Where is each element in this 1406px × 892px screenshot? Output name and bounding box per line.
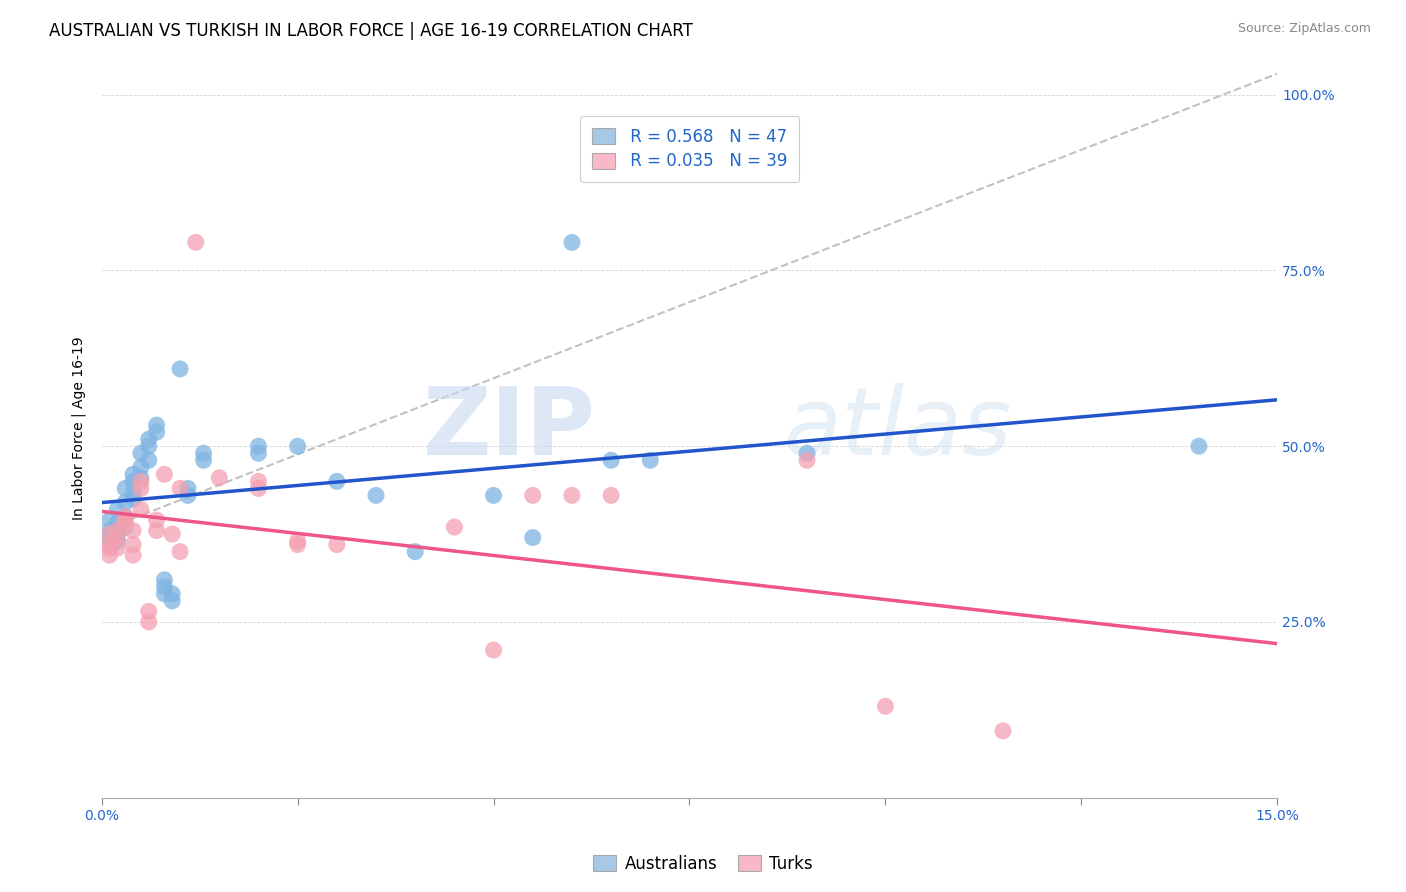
Point	[122, 491, 145, 506]
Point	[208, 471, 231, 485]
Point	[177, 488, 200, 502]
Point	[129, 471, 152, 485]
Text: AUSTRALIAN VS TURKISH IN LABOR FORCE | AGE 16-19 CORRELATION CHART: AUSTRALIAN VS TURKISH IN LABOR FORCE | A…	[49, 22, 693, 40]
Point	[145, 418, 167, 433]
Point	[129, 475, 152, 489]
Point	[105, 534, 128, 549]
Point	[522, 488, 544, 502]
Point	[247, 475, 270, 489]
Point	[404, 544, 426, 558]
Point	[122, 548, 145, 562]
Point	[1188, 439, 1211, 453]
Point	[443, 520, 465, 534]
Point	[153, 467, 176, 482]
Point	[105, 524, 128, 538]
Point	[875, 699, 897, 714]
Point	[169, 482, 191, 496]
Point	[129, 482, 152, 496]
Point	[162, 527, 184, 541]
Point	[153, 573, 176, 587]
Point	[600, 453, 623, 467]
Point	[561, 235, 583, 250]
Text: atlas: atlas	[783, 384, 1012, 475]
Text: ZIP: ZIP	[423, 383, 596, 475]
Point	[105, 541, 128, 556]
Point	[364, 488, 387, 502]
Point	[98, 548, 121, 562]
Point	[796, 453, 818, 467]
Point	[796, 446, 818, 460]
Point	[482, 643, 505, 657]
Point	[193, 446, 215, 460]
Point	[129, 460, 152, 475]
Point	[169, 544, 191, 558]
Point	[105, 502, 128, 516]
Point	[162, 594, 184, 608]
Point	[640, 453, 662, 467]
Point	[105, 527, 128, 541]
Point	[247, 439, 270, 453]
Point	[122, 475, 145, 489]
Point	[145, 425, 167, 439]
Point	[98, 538, 121, 552]
Point	[98, 527, 121, 541]
Point	[129, 502, 152, 516]
Point	[153, 580, 176, 594]
Point	[247, 446, 270, 460]
Point	[122, 524, 145, 538]
Point	[561, 488, 583, 502]
Point	[122, 467, 145, 482]
Point	[138, 604, 160, 618]
Point	[193, 453, 215, 467]
Point	[114, 509, 136, 524]
Point	[177, 482, 200, 496]
Point	[184, 235, 207, 250]
Point	[138, 615, 160, 629]
Legend:  R = 0.568   N = 47,  R = 0.035   N = 39: R = 0.568 N = 47, R = 0.035 N = 39	[581, 116, 800, 182]
Point	[98, 531, 121, 545]
Point	[287, 538, 309, 552]
Point	[114, 482, 136, 496]
Point	[326, 538, 349, 552]
Point	[991, 723, 1014, 738]
Point	[145, 524, 167, 538]
Point	[600, 488, 623, 502]
Point	[169, 362, 191, 376]
Point	[98, 541, 121, 556]
Point	[122, 484, 145, 499]
Point	[138, 439, 160, 453]
Point	[326, 475, 349, 489]
Point	[287, 439, 309, 453]
Point	[114, 520, 136, 534]
Point	[105, 531, 128, 545]
Point	[114, 513, 136, 527]
Legend: Australians, Turks: Australians, Turks	[586, 848, 820, 880]
Point	[145, 513, 167, 527]
Point	[138, 432, 160, 446]
Point	[122, 538, 145, 552]
Point	[98, 513, 121, 527]
Text: Source: ZipAtlas.com: Source: ZipAtlas.com	[1237, 22, 1371, 36]
Point	[247, 482, 270, 496]
Point	[98, 538, 121, 552]
Point	[129, 446, 152, 460]
Point	[287, 534, 309, 549]
Point	[162, 587, 184, 601]
Point	[114, 516, 136, 531]
Point	[482, 488, 505, 502]
Point	[105, 516, 128, 531]
Point	[522, 531, 544, 545]
Point	[114, 509, 136, 524]
Point	[114, 495, 136, 509]
Point	[98, 524, 121, 538]
Y-axis label: In Labor Force | Age 16-19: In Labor Force | Age 16-19	[72, 337, 86, 520]
Point	[153, 587, 176, 601]
Point	[138, 453, 160, 467]
